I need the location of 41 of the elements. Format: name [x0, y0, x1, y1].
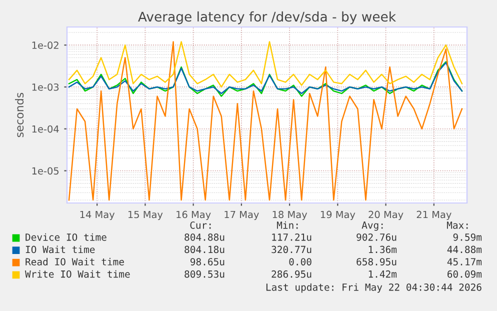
- text: 658.95u: [356, 258, 396, 266]
- text: 44.88m: [447, 246, 482, 254]
- x-tick-label: 18 May: [272, 210, 308, 220]
- x-tick-label: 16 May: [176, 210, 211, 220]
- y-tick-label: 1e-03: [32, 83, 59, 91]
- y-axis-title: seconds: [15, 92, 24, 138]
- text: 809.53u: [184, 270, 224, 278]
- text: Last update: Fri May 22 04:30:44 2026: [266, 283, 482, 293]
- y-tick-label: 1e-05: [32, 167, 59, 175]
- x-tick-label: 17 May: [224, 210, 259, 220]
- text: 286.95u: [272, 270, 312, 278]
- x-tick-label: 14 May: [80, 210, 115, 220]
- legend-label: Write IO Wait time: [25, 270, 130, 278]
- x-tick-label: 19 May: [320, 210, 356, 220]
- text: Cur:: [190, 221, 211, 229]
- x-tick-label: 15 May: [128, 210, 163, 220]
- text: 0.00: [289, 258, 312, 266]
- y-tick-label: 1e-04: [32, 125, 59, 133]
- text: Min:: [276, 221, 298, 229]
- x-tick-label: 20 May: [368, 210, 404, 220]
- text: 804.88u: [184, 233, 224, 241]
- line-series: [68, 41, 463, 88]
- text: 902.76u: [356, 233, 396, 241]
- text: 60.09m: [448, 270, 482, 278]
- text: 45.17m: [447, 258, 482, 266]
- text: 9.59m: [453, 233, 482, 241]
- legend-label: Device IO time: [26, 233, 106, 241]
- text: 98.65u: [190, 258, 224, 266]
- y-tick-label: 1e-02: [32, 42, 58, 49]
- x-tick-label: 21 May: [416, 210, 452, 220]
- chart-title: Average latency for /dev/sda - by week: [138, 11, 396, 24]
- text: 1.42m: [368, 270, 397, 278]
- text: 117.21u: [272, 233, 312, 241]
- text: 804.18u: [184, 246, 224, 254]
- line-series: [68, 41, 463, 201]
- legend-label: IO Wait time: [26, 246, 95, 254]
- text: Avg:: [362, 222, 383, 231]
- legend-label: Read IO Wait time: [26, 258, 124, 266]
- text: Max:: [446, 222, 468, 229]
- text: 320.77u: [272, 246, 312, 254]
- text: 1.36m: [368, 246, 397, 254]
